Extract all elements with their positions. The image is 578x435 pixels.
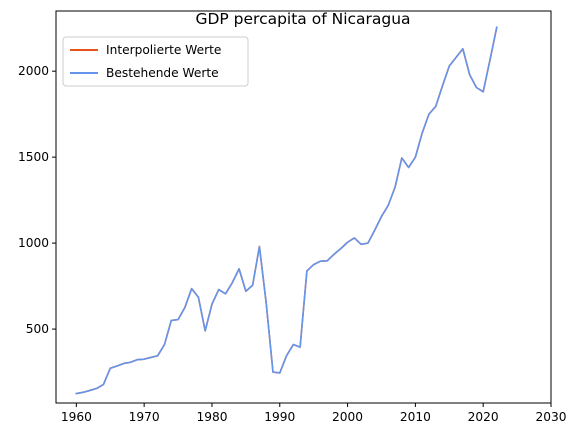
y-tick-label: 2000 xyxy=(18,64,49,78)
x-tick-label: 1960 xyxy=(61,410,92,424)
x-tick-label: 1990 xyxy=(264,410,295,424)
x-tick-label: 2030 xyxy=(535,410,566,424)
chart-title: GDP percapita of Nicaragua xyxy=(195,10,410,28)
axis-ticks: 1960 1970 1980 1990 2000 2010 2020 2030 500 1000 1… xyxy=(18,64,567,424)
legend-label-bestehende-werte: Bestehende Werte xyxy=(106,66,219,80)
series-layer xyxy=(75,26,498,395)
y-tick-label: 500 xyxy=(26,322,49,336)
legend-label-interpolierte-werte: Interpolierte Werte xyxy=(106,43,221,57)
series-line-bestehende-werte xyxy=(75,26,498,395)
legend: Interpolierte Werte Bestehende Werte xyxy=(62,36,249,87)
x-tick-label: 1980 xyxy=(196,410,227,424)
x-tick-label: 2010 xyxy=(400,410,431,424)
y-tick-label: 1000 xyxy=(18,236,49,250)
y-tick-label: 1500 xyxy=(18,150,49,164)
plot-frame xyxy=(55,10,552,404)
legend-box xyxy=(62,36,249,87)
x-tick-label: 2000 xyxy=(332,410,363,424)
x-tick-label: 1970 xyxy=(129,410,160,424)
x-tick-label: 2020 xyxy=(468,410,499,424)
